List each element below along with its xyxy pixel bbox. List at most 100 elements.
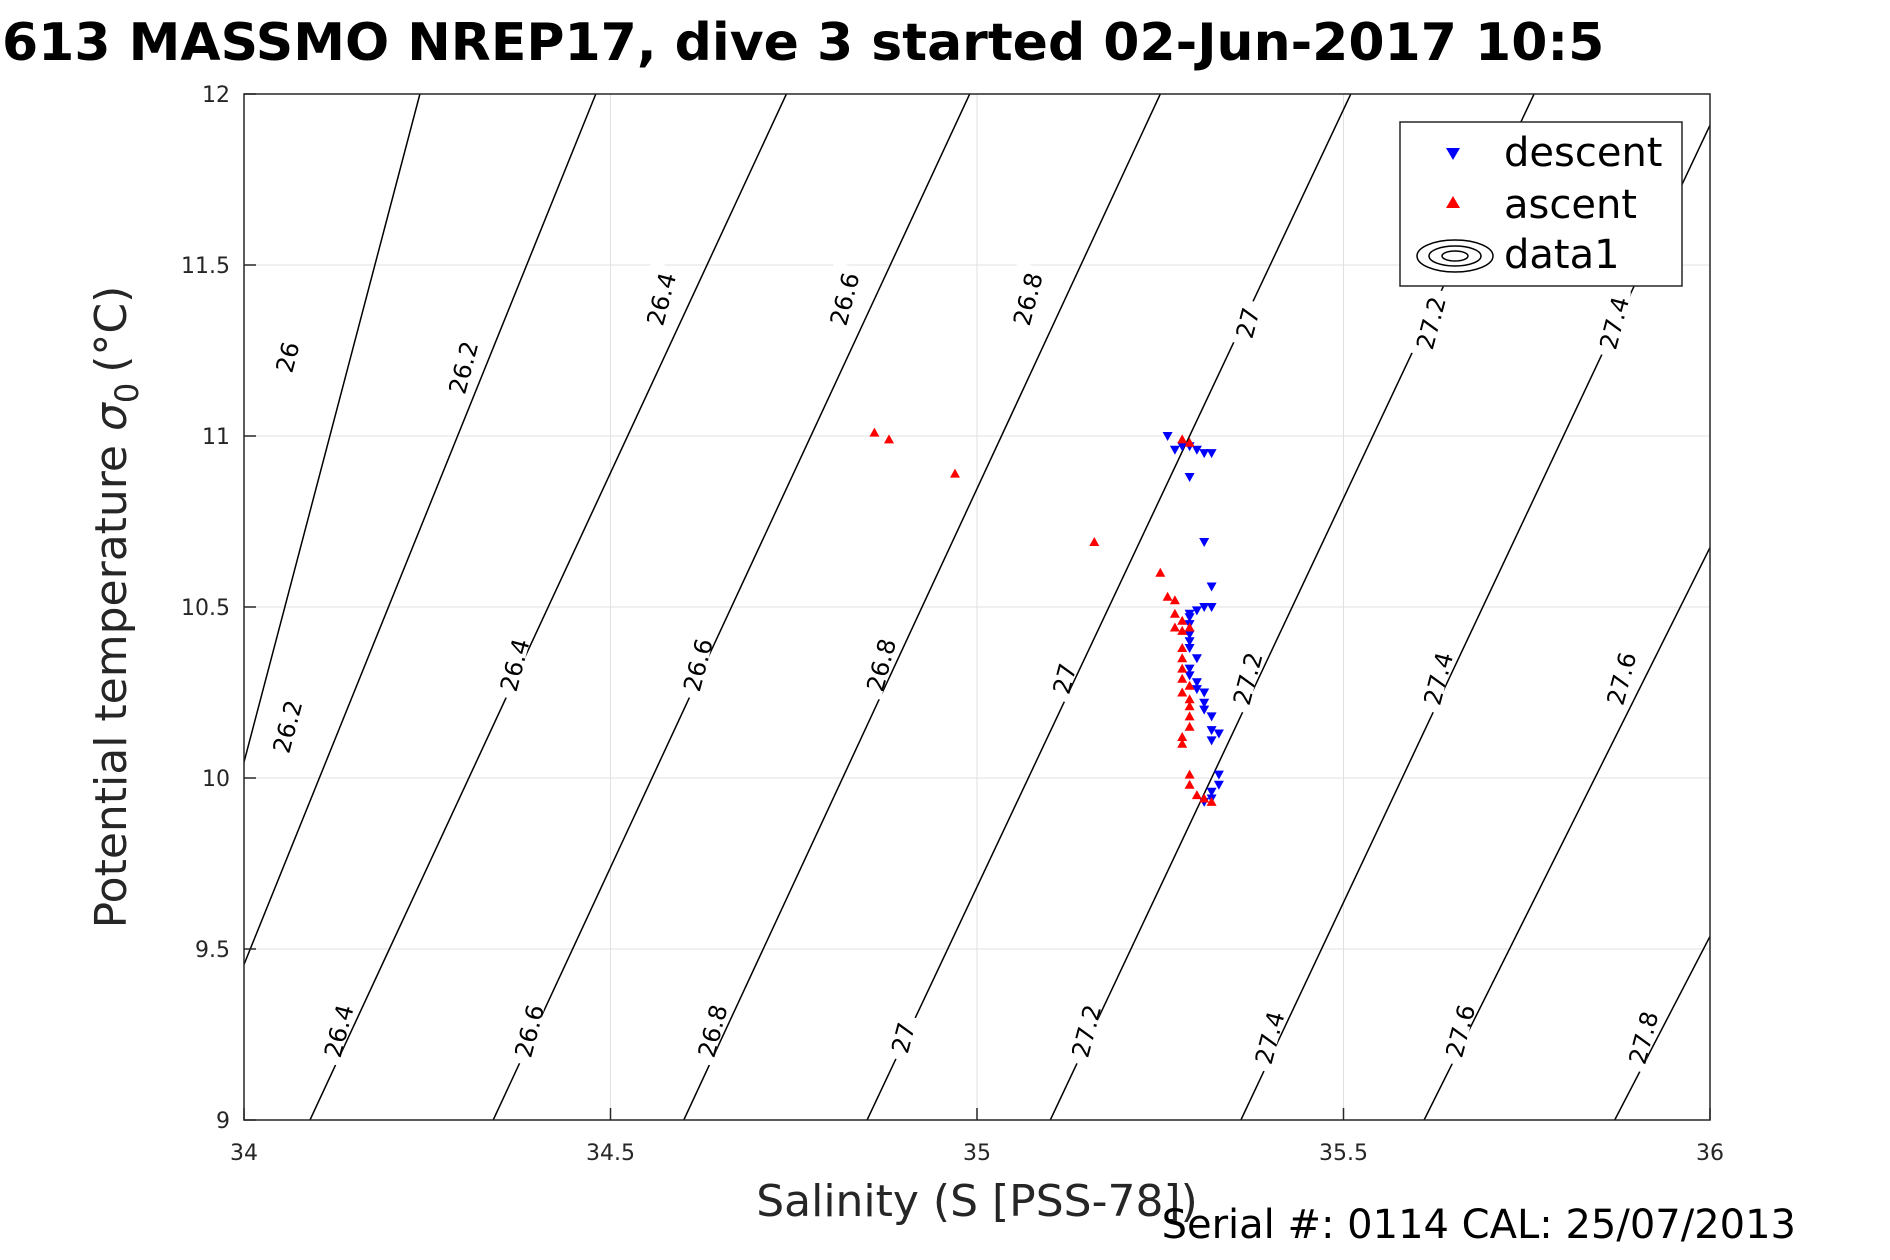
- contour-label-group: 27.4: [1586, 285, 1635, 358]
- contour-label-background: [1000, 261, 1045, 334]
- ascent-point: [1169, 622, 1180, 632]
- ascent-point: [1177, 673, 1188, 683]
- legend-ascent-label: ascent: [1504, 182, 1637, 228]
- contour-label-background: [1410, 641, 1456, 714]
- contour-label-group: 26.6: [501, 993, 550, 1066]
- legend-descent-label: descent: [1504, 130, 1662, 176]
- ascent-point: [1199, 793, 1210, 803]
- ascent-point: [1184, 769, 1195, 779]
- y-tick-label: 11.5: [181, 254, 230, 279]
- descent-point: [1191, 445, 1202, 455]
- contour-label-background: [878, 1011, 918, 1062]
- y-axis-label-sigma: σ: [86, 402, 137, 431]
- contour-label-background: [501, 993, 547, 1066]
- y-tick-label: 10.5: [181, 596, 230, 621]
- ascent-point: [1184, 779, 1195, 789]
- x-tick-label: 34: [230, 1141, 258, 1166]
- descent-point: [1213, 729, 1224, 739]
- contour-label-group: 27: [1223, 296, 1266, 347]
- ascent-point: [1155, 567, 1166, 577]
- scatter-points: [869, 427, 1224, 807]
- ascent-point: [1162, 591, 1173, 601]
- ascent-point: [1177, 738, 1188, 748]
- contour-label-group: 27: [878, 1011, 921, 1062]
- legend-descent-marker: [1446, 148, 1460, 160]
- density-contour-line: [309, 94, 788, 1120]
- y-axis-label-subscript: 0: [108, 383, 146, 403]
- x-axis-label: Salinity (S [PSS-78]): [756, 1176, 1198, 1227]
- density-contour-line: [683, 94, 1161, 1120]
- contour-label-group: 27.2: [1058, 993, 1107, 1066]
- serial-cal-info: Serial #: 0114 CAL: 25/07/2013: [1162, 1202, 1796, 1248]
- density-contour-line: [244, 94, 421, 766]
- descent-point: [1191, 654, 1202, 664]
- descent-point: [1184, 664, 1195, 674]
- contour-label-background: [1403, 285, 1448, 358]
- ascent-point: [1169, 608, 1180, 618]
- ascent-point: [1177, 653, 1188, 663]
- x-tick-label: 36: [1696, 1141, 1724, 1166]
- descent-point: [1191, 678, 1202, 688]
- y-tick-label: 9.5: [195, 938, 230, 963]
- ascent-point: [1184, 721, 1195, 731]
- descent-point: [1206, 603, 1217, 612]
- contour-label-background: [853, 627, 899, 700]
- x-tick-label: 35.5: [1319, 1141, 1368, 1166]
- ascent-point: [1177, 663, 1188, 673]
- descent-point: [1199, 449, 1210, 459]
- contour-label-background: [685, 993, 730, 1066]
- ascent-point: [1191, 790, 1202, 800]
- contour-label-background: [260, 688, 305, 762]
- legend-ascent-marker: [1446, 196, 1460, 208]
- ascent-point: [1177, 625, 1188, 635]
- ascent-point: [1184, 701, 1195, 711]
- y-tick-label: 11: [202, 425, 230, 450]
- descent-point: [1199, 698, 1210, 708]
- descent-point: [1177, 442, 1188, 452]
- ascent-point: [1177, 615, 1188, 625]
- ascent-point: [884, 434, 894, 444]
- y-axis-label: Potential temperature σ0 (°C): [86, 286, 146, 929]
- contour-label-background: [1220, 641, 1265, 714]
- ascent-point: [1184, 711, 1195, 721]
- legend: descent ascent data1: [1399, 121, 1683, 287]
- ascent-point: [1177, 732, 1188, 741]
- descent-point: [1169, 445, 1180, 455]
- contour-label-background: [1039, 652, 1079, 703]
- descent-point: [1206, 582, 1217, 592]
- contour-label-background: [670, 627, 715, 700]
- descent-point: [1162, 432, 1173, 441]
- y-axis-label-unit: (°C): [86, 286, 137, 373]
- descent-point: [1213, 770, 1224, 780]
- y-tick-label: 9: [216, 1109, 230, 1134]
- x-tick-label: 34.5: [586, 1141, 635, 1166]
- ascent-point: [950, 468, 960, 478]
- contour-label-background: [487, 627, 532, 700]
- contour-label-background: [633, 261, 679, 334]
- legend-contour-icon: [1416, 239, 1494, 273]
- contour-label-background: [1058, 993, 1104, 1066]
- contour-label-background: [1223, 296, 1262, 347]
- axis-ticks: 34 34.5 35 35.5 36 9 9.5 10 10.5 11 11.5 12: [181, 83, 1724, 1166]
- descent-point: [1213, 780, 1224, 790]
- contour-label-background: [1432, 993, 1478, 1066]
- contour-label-background: [1586, 285, 1632, 358]
- y-tick-label: 12: [202, 83, 230, 108]
- ascent-point: [1184, 622, 1195, 632]
- ascent-point: [1184, 694, 1195, 704]
- descent-point: [1206, 787, 1217, 797]
- density-contour-line: [866, 94, 1352, 1120]
- contour-label-group: 26: [262, 330, 305, 381]
- contour-label-background: [1594, 641, 1639, 714]
- contour-label-background: [311, 993, 356, 1066]
- descent-point: [1184, 630, 1195, 640]
- chart-title: 613 MASSMO NREP17, dive 3 started 02-Jun…: [2, 13, 1604, 73]
- y-tick-label: 10: [202, 767, 230, 792]
- ascent-point: [1206, 796, 1217, 806]
- contour-label-background: [435, 329, 481, 403]
- density-contour-line: [1614, 934, 1710, 1120]
- y-axis-label-text: Potential temperature: [86, 445, 137, 928]
- descent-point: [1206, 726, 1217, 736]
- descent-point: [1199, 603, 1210, 612]
- descent-point: [1206, 736, 1217, 746]
